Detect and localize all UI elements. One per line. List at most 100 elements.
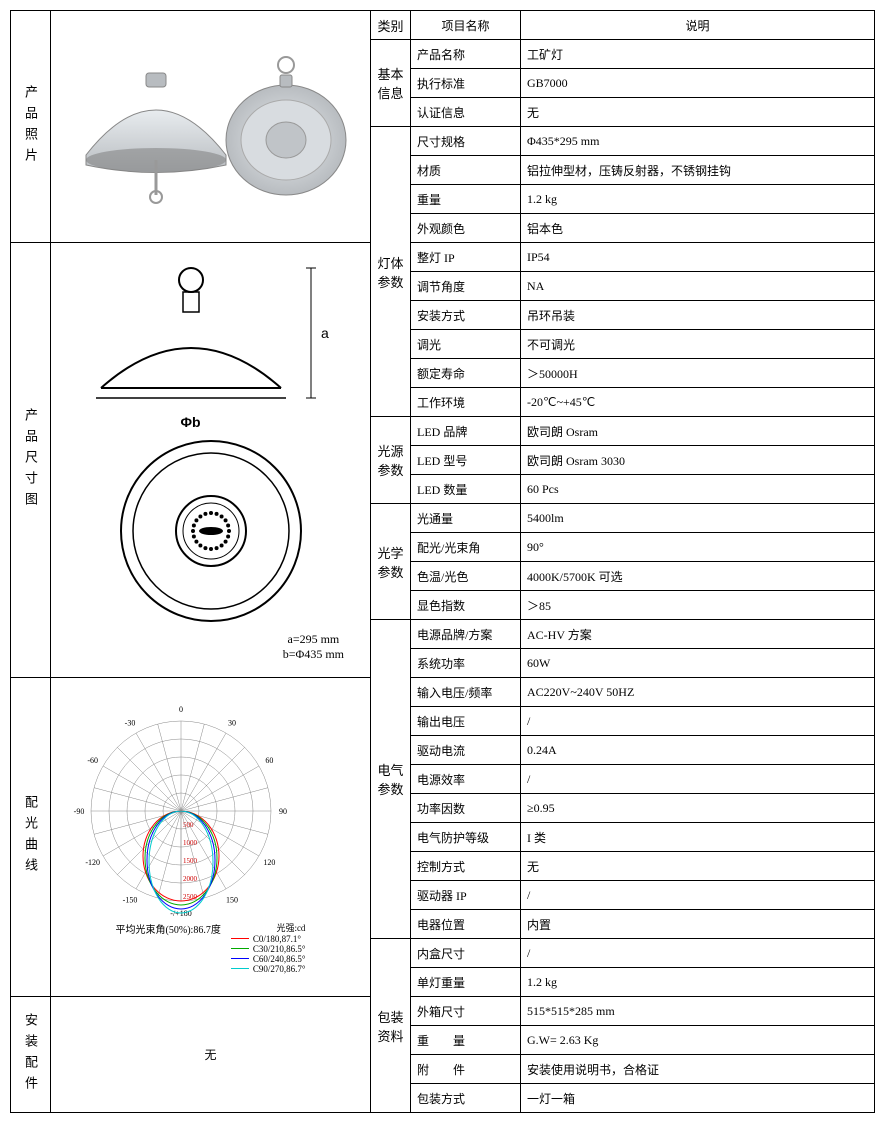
spec-key: 功率因数 bbox=[411, 794, 521, 823]
spec-key: 整灯 IP bbox=[411, 243, 521, 272]
spec-value: -20℃~+45℃ bbox=[521, 388, 875, 417]
spec-value: Φ435*295 mm bbox=[521, 127, 875, 156]
spec-key: 尺寸规格 bbox=[411, 127, 521, 156]
svg-text:a: a bbox=[321, 325, 329, 341]
spec-value: 无 bbox=[521, 852, 875, 881]
spec-key: 电气防护等级 bbox=[411, 823, 521, 852]
light-curve-content: 5001000150020002500-/+180-150150-120120-… bbox=[51, 678, 371, 997]
spec-value: AC220V~240V 50HZ bbox=[521, 678, 875, 707]
svg-text:2000: 2000 bbox=[183, 875, 198, 883]
spec-value: 无 bbox=[521, 98, 875, 127]
header-desc: 说明 bbox=[521, 11, 875, 40]
install-accessories-label: 安装配件 bbox=[11, 997, 51, 1113]
spec-key: 安装方式 bbox=[411, 301, 521, 330]
spec-value: 60W bbox=[521, 649, 875, 678]
spec-key: 内盒尺寸 bbox=[411, 939, 521, 968]
category-label: 电气参数 bbox=[371, 620, 411, 939]
spec-value: IP54 bbox=[521, 243, 875, 272]
spec-key: 外箱尺寸 bbox=[411, 997, 521, 1026]
product-photo-content bbox=[51, 11, 371, 243]
svg-text:-90: -90 bbox=[73, 807, 84, 816]
spec-key: 包装方式 bbox=[411, 1084, 521, 1113]
product-dimensions-label: 产品尺寸图 bbox=[11, 243, 51, 678]
spec-value: G.W= 2.63 Kg bbox=[521, 1026, 875, 1055]
spec-key: 配光/光束角 bbox=[411, 533, 521, 562]
spec-key: 产品名称 bbox=[411, 40, 521, 69]
spec-value: ＞50000H bbox=[521, 359, 875, 388]
spec-value: NA bbox=[521, 272, 875, 301]
spec-value: / bbox=[521, 881, 875, 910]
spec-key: 额定寿命 bbox=[411, 359, 521, 388]
spec-value: 515*515*285 mm bbox=[521, 997, 875, 1026]
spec-table: 产品照片 类别项目名称说明基本信息产品名称工矿灯执行标准GB7000认证信息无灯… bbox=[10, 10, 875, 1113]
spec-value: 不可调光 bbox=[521, 330, 875, 359]
spec-value: I 类 bbox=[521, 823, 875, 852]
spec-key: 附 件 bbox=[411, 1055, 521, 1084]
spec-key: 驱动电流 bbox=[411, 736, 521, 765]
spec-value: 4000K/5700K 可选 bbox=[521, 562, 875, 591]
category-label: 灯体参数 bbox=[371, 127, 411, 417]
svg-text:0: 0 bbox=[179, 705, 183, 714]
spec-key: 材质 bbox=[411, 156, 521, 185]
header-category: 类别 bbox=[371, 11, 411, 40]
spec-key: 色温/光色 bbox=[411, 562, 521, 591]
spec-key: 电源品牌/方案 bbox=[411, 620, 521, 649]
spec-value: 铝本色 bbox=[521, 214, 875, 243]
category-label: 包装资料 bbox=[371, 939, 411, 1113]
spec-value: 1.2 kg bbox=[521, 185, 875, 214]
spec-value: ＞85 bbox=[521, 591, 875, 620]
spec-value: 安装使用说明书，合格证 bbox=[521, 1055, 875, 1084]
spec-value: 欧司朗 Osram 3030 bbox=[521, 446, 875, 475]
product-dimensions-content: a Φb a=295 mm b=Φ435 mm bbox=[51, 243, 371, 678]
category-label: 基本信息 bbox=[371, 40, 411, 127]
spec-value: 60 Pcs bbox=[521, 475, 875, 504]
product-photo-label: 产品照片 bbox=[11, 11, 51, 243]
svg-text:30: 30 bbox=[228, 718, 236, 727]
svg-text:120: 120 bbox=[263, 858, 275, 867]
spec-value: / bbox=[521, 939, 875, 968]
spec-value: 吊环吊装 bbox=[521, 301, 875, 330]
spec-key: 调节角度 bbox=[411, 272, 521, 301]
spec-value: 90° bbox=[521, 533, 875, 562]
category-label: 光源参数 bbox=[371, 417, 411, 504]
spec-key: LED 品牌 bbox=[411, 417, 521, 446]
spec-key: 输出电压 bbox=[411, 707, 521, 736]
spec-key: 光通量 bbox=[411, 504, 521, 533]
svg-text:-150: -150 bbox=[122, 895, 137, 904]
spec-key: 系统功率 bbox=[411, 649, 521, 678]
spec-key: 显色指数 bbox=[411, 591, 521, 620]
spec-value: GB7000 bbox=[521, 69, 875, 98]
spec-key: 调光 bbox=[411, 330, 521, 359]
spec-value: 铝拉伸型材，压铸反射器，不锈钢挂钩 bbox=[521, 156, 875, 185]
spec-value: 工矿灯 bbox=[521, 40, 875, 69]
svg-text:-30: -30 bbox=[124, 718, 135, 727]
category-label: 光学参数 bbox=[371, 504, 411, 620]
spec-value: / bbox=[521, 707, 875, 736]
light-curve-label: 配光曲线 bbox=[11, 678, 51, 997]
install-accessories-content: 无 bbox=[51, 997, 371, 1113]
svg-text:60: 60 bbox=[265, 756, 273, 765]
spec-key: 单灯重量 bbox=[411, 968, 521, 997]
spec-value: / bbox=[521, 765, 875, 794]
svg-text:90: 90 bbox=[279, 807, 287, 816]
spec-key: 执行标准 bbox=[411, 69, 521, 98]
spec-value: ≥0.95 bbox=[521, 794, 875, 823]
svg-text:-120: -120 bbox=[85, 858, 100, 867]
header-item: 项目名称 bbox=[411, 11, 521, 40]
spec-key: 电器位置 bbox=[411, 910, 521, 939]
spec-key: 控制方式 bbox=[411, 852, 521, 881]
spec-key: LED 型号 bbox=[411, 446, 521, 475]
spec-value: AC-HV 方案 bbox=[521, 620, 875, 649]
spec-value: 内置 bbox=[521, 910, 875, 939]
spec-key: 重量 bbox=[411, 185, 521, 214]
spec-value: 欧司朗 Osram bbox=[521, 417, 875, 446]
spec-key: 工作环境 bbox=[411, 388, 521, 417]
spec-value: 一灯一箱 bbox=[521, 1084, 875, 1113]
svg-text:-60: -60 bbox=[87, 756, 98, 765]
spec-key: 认证信息 bbox=[411, 98, 521, 127]
spec-value: 1.2 kg bbox=[521, 968, 875, 997]
spec-value: 5400lm bbox=[521, 504, 875, 533]
svg-text:150: 150 bbox=[226, 895, 238, 904]
spec-value: 0.24A bbox=[521, 736, 875, 765]
spec-key: 电源效率 bbox=[411, 765, 521, 794]
